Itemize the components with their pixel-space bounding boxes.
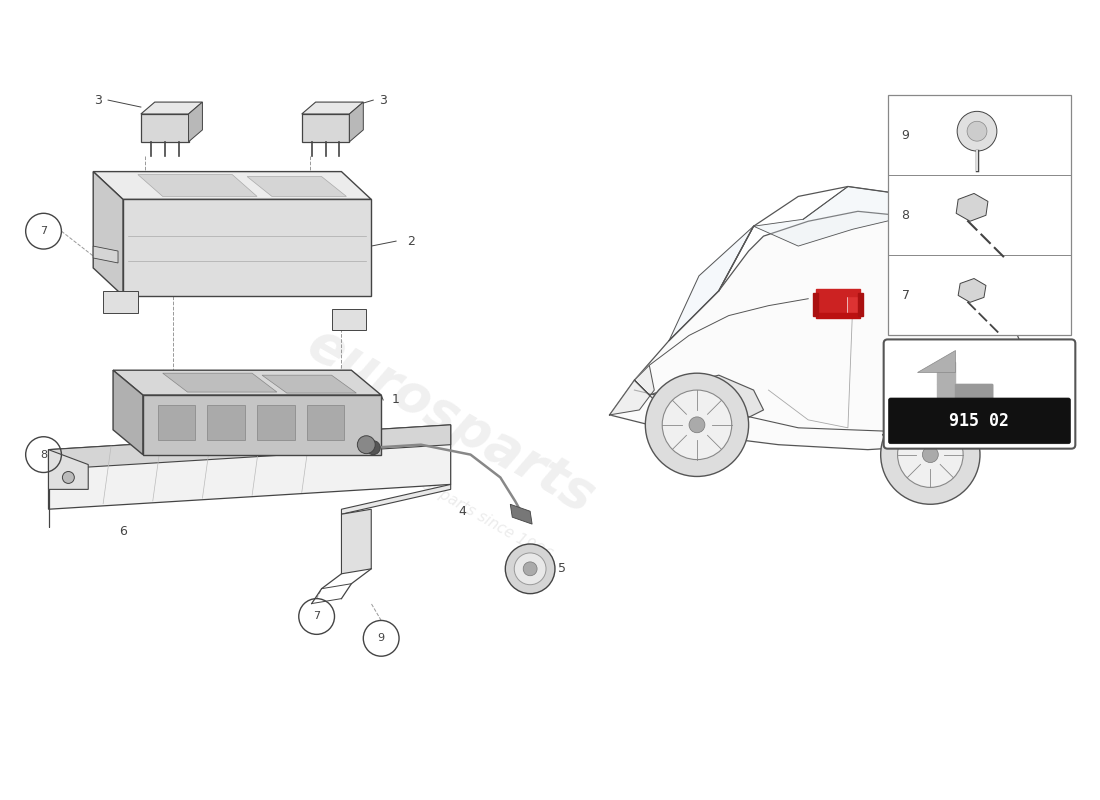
Circle shape: [646, 373, 749, 477]
Polygon shape: [188, 102, 202, 142]
Polygon shape: [94, 171, 372, 199]
Polygon shape: [262, 375, 356, 393]
Text: 8: 8: [902, 209, 910, 222]
Polygon shape: [157, 405, 196, 440]
Circle shape: [358, 436, 375, 454]
FancyBboxPatch shape: [883, 339, 1076, 449]
Polygon shape: [103, 290, 138, 313]
Text: 7: 7: [40, 226, 47, 236]
Text: 9: 9: [902, 129, 910, 142]
Polygon shape: [48, 425, 451, 470]
Polygon shape: [635, 375, 763, 425]
Circle shape: [689, 417, 705, 433]
Polygon shape: [48, 450, 88, 490]
Text: 4: 4: [459, 505, 466, 518]
Polygon shape: [937, 362, 955, 384]
Polygon shape: [858, 293, 862, 315]
Polygon shape: [609, 211, 1022, 450]
Polygon shape: [813, 293, 818, 315]
Polygon shape: [609, 366, 654, 415]
Polygon shape: [94, 171, 123, 296]
Polygon shape: [937, 384, 992, 402]
Circle shape: [898, 422, 964, 487]
Polygon shape: [510, 504, 532, 524]
Text: 7: 7: [902, 289, 910, 302]
Polygon shape: [113, 370, 382, 395]
Circle shape: [957, 111, 997, 151]
Circle shape: [881, 405, 980, 504]
Circle shape: [366, 441, 381, 454]
Polygon shape: [123, 199, 372, 296]
Circle shape: [967, 122, 987, 141]
Circle shape: [662, 390, 732, 459]
Circle shape: [505, 544, 556, 594]
Polygon shape: [248, 177, 346, 197]
Text: 1: 1: [392, 394, 400, 406]
Circle shape: [514, 553, 546, 585]
Circle shape: [524, 562, 537, 576]
Text: 7: 7: [314, 611, 320, 622]
Text: eurosparts: eurosparts: [298, 317, 604, 523]
Polygon shape: [816, 289, 860, 296]
Polygon shape: [917, 350, 955, 372]
Polygon shape: [307, 405, 344, 440]
Polygon shape: [331, 309, 366, 330]
Polygon shape: [141, 102, 202, 114]
Polygon shape: [143, 395, 382, 454]
Polygon shape: [257, 405, 295, 440]
Polygon shape: [882, 410, 977, 452]
Text: 915 02: 915 02: [949, 412, 1010, 430]
Text: 8: 8: [40, 450, 47, 460]
Text: 5: 5: [558, 562, 565, 575]
Text: a passion for parts since 1986: a passion for parts since 1986: [346, 435, 554, 563]
FancyBboxPatch shape: [889, 398, 1070, 444]
Text: 6: 6: [119, 525, 126, 538]
Text: 9: 9: [377, 634, 385, 643]
Polygon shape: [341, 510, 372, 574]
Polygon shape: [301, 114, 350, 142]
Text: 2: 2: [407, 234, 415, 248]
Polygon shape: [958, 278, 986, 302]
Polygon shape: [669, 226, 754, 341]
Polygon shape: [163, 373, 277, 392]
Polygon shape: [301, 102, 363, 114]
Polygon shape: [138, 174, 257, 197]
Circle shape: [923, 446, 938, 462]
Polygon shape: [141, 114, 188, 142]
Polygon shape: [208, 405, 245, 440]
Polygon shape: [350, 102, 363, 142]
Polygon shape: [113, 370, 143, 454]
Text: 3: 3: [379, 94, 387, 106]
Polygon shape: [848, 296, 860, 313]
Polygon shape: [754, 186, 937, 246]
Polygon shape: [816, 313, 860, 318]
Polygon shape: [816, 296, 846, 313]
Text: 3: 3: [95, 94, 102, 106]
Polygon shape: [956, 194, 988, 222]
Polygon shape: [937, 402, 992, 406]
Polygon shape: [955, 384, 992, 402]
Polygon shape: [94, 246, 118, 263]
Circle shape: [63, 471, 75, 483]
Polygon shape: [341, 485, 451, 514]
FancyBboxPatch shape: [888, 95, 1071, 335]
Polygon shape: [48, 425, 451, 510]
